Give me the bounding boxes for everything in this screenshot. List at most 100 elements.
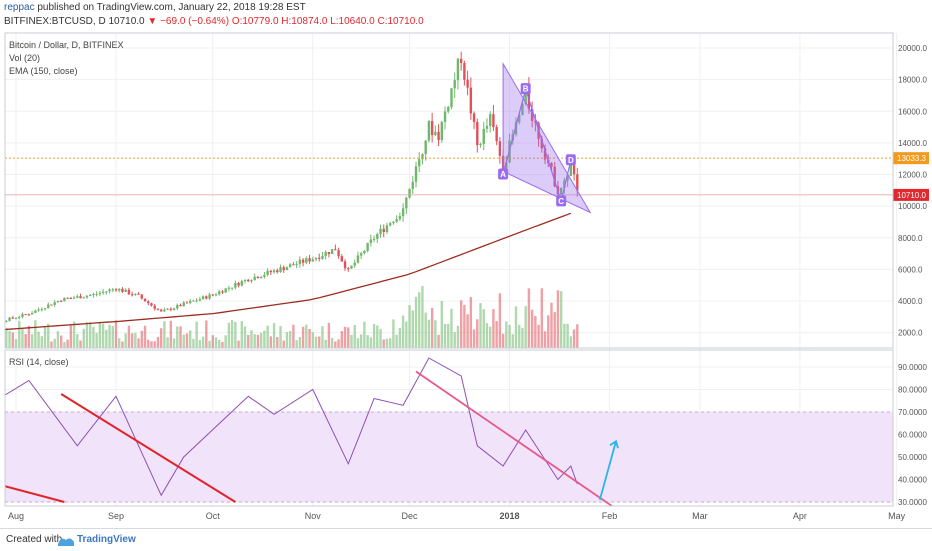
candle-body xyxy=(215,294,217,295)
candle-body xyxy=(260,277,262,278)
time-axis-label: May xyxy=(888,511,906,521)
volume-bar xyxy=(289,331,291,348)
rsi-axis-label: 30.0000 xyxy=(898,498,927,507)
volume-bar xyxy=(195,322,197,348)
volume-bar xyxy=(350,335,352,348)
volume-bar xyxy=(473,329,475,348)
candle-body xyxy=(395,219,397,222)
rsi-axis-label: 50.0000 xyxy=(898,453,927,462)
volume-bar xyxy=(73,322,75,348)
volume-bar xyxy=(357,338,359,348)
candle-body xyxy=(121,289,123,292)
candle-body xyxy=(150,303,152,305)
volume-bar xyxy=(166,337,168,348)
volume-bar xyxy=(386,339,388,348)
volume-bar xyxy=(521,328,523,348)
volume-bar xyxy=(389,338,391,348)
candle-body xyxy=(392,222,394,223)
volume-bar xyxy=(247,335,249,348)
volume-bar xyxy=(312,332,314,348)
volume-bar xyxy=(263,331,265,348)
volume-bar xyxy=(460,300,462,348)
candle-body xyxy=(89,295,91,296)
candle-body xyxy=(83,297,85,298)
volume-bar xyxy=(273,323,275,348)
volume-bar xyxy=(408,305,410,348)
price-axis-label: 16000.0 xyxy=(898,107,927,116)
candle-body xyxy=(166,309,168,310)
volume-bar xyxy=(466,314,468,348)
candle-body xyxy=(0,321,1,323)
volume-bar xyxy=(379,329,381,348)
candle-body xyxy=(308,258,310,261)
candle-body xyxy=(312,259,314,261)
volume-bar xyxy=(8,331,10,348)
volume-bar xyxy=(392,319,394,348)
volume-bar xyxy=(524,306,526,348)
candle-body xyxy=(76,296,78,298)
candle-body xyxy=(473,113,475,122)
volume-bar xyxy=(424,313,426,348)
volume-bar xyxy=(557,290,559,348)
volume-bar xyxy=(308,329,310,348)
legend-rsi: RSI (14, close) xyxy=(9,357,69,367)
candle-body xyxy=(476,122,478,145)
footer-bar: Created with TradingView xyxy=(0,528,932,551)
volume-bar xyxy=(302,327,304,348)
candle-body xyxy=(192,301,194,302)
candle-body xyxy=(208,294,210,298)
candle-body xyxy=(137,294,139,295)
volume-bar xyxy=(463,305,465,348)
volume-bar xyxy=(399,328,401,348)
footer-brand[interactable]: TradingView xyxy=(77,534,136,545)
candle-body xyxy=(273,270,275,272)
volume-bar xyxy=(566,324,568,348)
candle-body xyxy=(495,127,497,141)
volume-bar xyxy=(554,312,556,348)
price-axis-label: 18000.0 xyxy=(898,76,927,85)
volume-bar xyxy=(18,321,20,348)
chart-canvas[interactable]: A B C D 20000.0 18000.0 16000.0 14000.0 12000.0… xyxy=(0,0,932,528)
volume-bar xyxy=(50,342,52,348)
price-axis-label: 4000.0 xyxy=(898,297,923,306)
volume-bar xyxy=(237,341,239,348)
candle-body xyxy=(370,239,372,242)
candle-body xyxy=(12,318,14,319)
volume-bar xyxy=(83,329,85,348)
candle-body xyxy=(441,122,443,140)
time-axis-label: 2018 xyxy=(500,511,520,521)
price-axis-label: 12000.0 xyxy=(898,171,927,180)
candle-body xyxy=(154,306,156,309)
volume-bar xyxy=(344,327,346,348)
candle-body xyxy=(95,294,97,295)
candle-body xyxy=(195,300,197,301)
rsi-band xyxy=(5,412,893,502)
volume-bar xyxy=(292,325,294,348)
volume-bar xyxy=(318,337,320,348)
time-axis-label: Oct xyxy=(206,511,221,521)
volume-bar xyxy=(108,325,110,348)
volume-bar xyxy=(0,328,1,348)
tradingview-logo-icon xyxy=(58,536,74,546)
volume-bar xyxy=(144,326,146,348)
candle-body xyxy=(463,63,465,80)
volume-bar xyxy=(518,325,520,348)
candle-body xyxy=(292,264,294,265)
volume-bar xyxy=(502,334,504,348)
volume-bar xyxy=(537,325,539,348)
volume-bar xyxy=(150,341,152,348)
volume-bar xyxy=(99,322,101,348)
candle-body xyxy=(276,270,278,272)
candle-body xyxy=(447,107,449,112)
candle-body xyxy=(231,288,233,289)
volume-bar xyxy=(63,342,65,348)
candle-body xyxy=(15,318,17,319)
volume-bar xyxy=(328,323,330,348)
candle-body xyxy=(228,288,230,289)
candle-body xyxy=(224,288,226,292)
volume-bar xyxy=(170,321,172,348)
volume-bar xyxy=(54,339,56,348)
volume-bar xyxy=(457,326,459,348)
volume-bar xyxy=(266,326,268,348)
candle-body xyxy=(405,198,407,209)
